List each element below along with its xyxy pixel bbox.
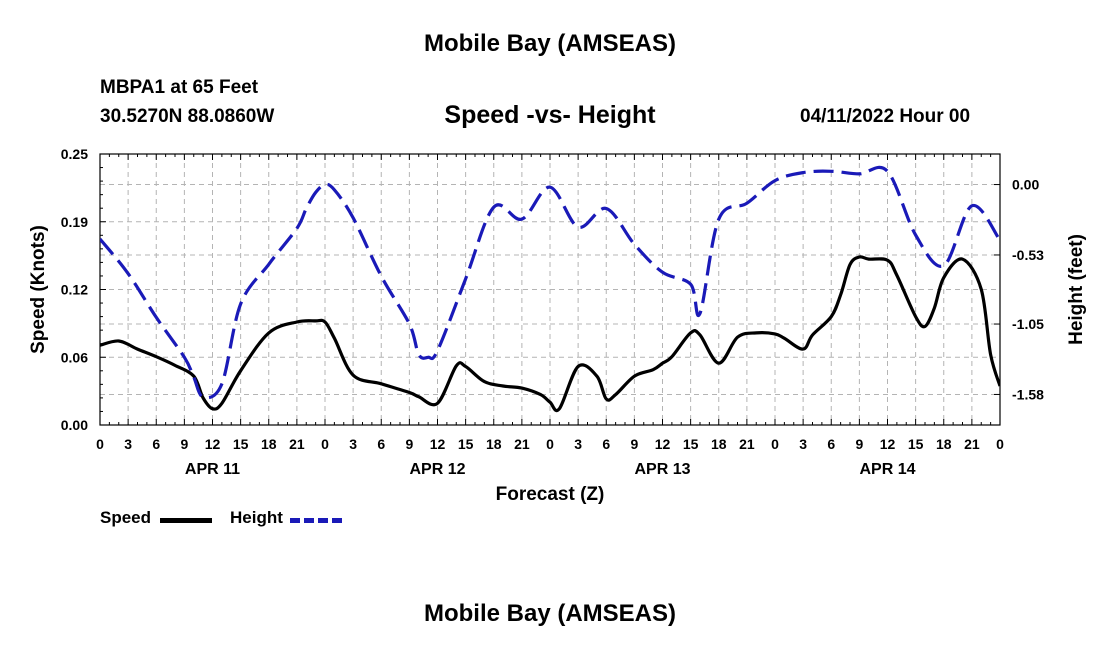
x-tick-label: 21 [739, 436, 755, 452]
footer-title: Mobile Bay (AMSEAS) [423, 600, 677, 627]
y-tick-label: 0.00 [61, 417, 88, 433]
x-tick-label: 9 [630, 436, 638, 452]
x-tick-label: 0 [96, 436, 104, 452]
x-tick-label: 9 [180, 436, 188, 452]
x-tick-label: 12 [430, 436, 446, 452]
x-tick-label: 3 [799, 436, 807, 452]
x-tick-label: 0 [771, 436, 779, 452]
x-tick-label: 3 [124, 436, 132, 452]
day-label: APR 14 [859, 461, 915, 478]
x-tick-label: 3 [574, 436, 582, 452]
legend-label-speed: Speed [100, 508, 152, 527]
station-coordinates: 30.5270N 88.0860W [100, 106, 275, 127]
x-tick-label: 3 [349, 436, 357, 452]
x-tick-label: 15 [233, 436, 249, 452]
legend-label-height: Height [230, 508, 283, 527]
x-tick-label: 12 [205, 436, 221, 452]
x-tick-label: 6 [602, 436, 610, 452]
legend-swatch-speed [160, 518, 212, 523]
x-tick-label: 21 [514, 436, 530, 452]
series-line-height [100, 165, 1000, 400]
y2-axis-label: Height (feet) [1066, 234, 1087, 345]
x-tick-label: 0 [996, 436, 1004, 452]
x-tick-label: 18 [711, 436, 727, 452]
day-label: APR 12 [409, 461, 465, 478]
x-axis-label: Forecast (Z) [496, 484, 605, 505]
page-title: Mobile Bay (AMSEAS) [423, 30, 677, 57]
y-axis-label: Speed (Knots) [28, 225, 49, 354]
y-tick-label: 0.19 [61, 214, 88, 230]
chart-subtitle: Speed -vs- Height [444, 101, 656, 129]
x-tick-label: 18 [261, 436, 277, 452]
x-tick-label: 0 [546, 436, 554, 452]
station-label: MBPA1 at 65 Feet [100, 77, 259, 98]
x-tick-label: 21 [289, 436, 305, 452]
day-label: APR 11 [185, 461, 240, 478]
x-tick-label: 6 [377, 436, 385, 452]
series-line-speed [100, 255, 1000, 413]
x-tick-label: 6 [152, 436, 160, 452]
y-tick-label: 0.06 [61, 349, 88, 365]
x-tick-label: 15 [908, 436, 924, 452]
x-tick-label: 0 [321, 436, 329, 452]
forecast-datetime: 04/11/2022 Hour 00 [800, 106, 971, 127]
x-tick-label: 9 [405, 436, 413, 452]
x-tick-label: 18 [936, 436, 952, 452]
y2-tick-label: -0.53 [1012, 247, 1044, 263]
day-label: APR 13 [634, 461, 690, 478]
x-tick-label: 21 [964, 436, 980, 452]
y2-tick-label: 0.00 [1012, 177, 1039, 193]
x-tick-label: 12 [655, 436, 671, 452]
y-tick-label: 0.25 [61, 146, 88, 162]
x-tick-label: 12 [880, 436, 896, 452]
y2-tick-label: -1.58 [1012, 386, 1044, 402]
y-tick-label: 0.12 [61, 282, 88, 298]
x-tick-label: 15 [683, 436, 699, 452]
y2-tick-label: -1.05 [1012, 316, 1044, 332]
legend-swatch-height [290, 518, 342, 523]
x-tick-label: 6 [827, 436, 835, 452]
x-tick-label: 15 [458, 436, 474, 452]
x-tick-label: 9 [855, 436, 863, 452]
x-tick-label: 18 [486, 436, 502, 452]
